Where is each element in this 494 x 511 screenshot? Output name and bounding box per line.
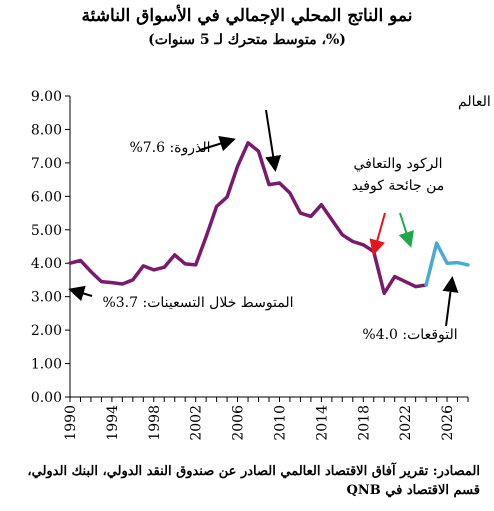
historical-point bbox=[288, 191, 292, 195]
arrow-forecast bbox=[442, 276, 459, 327]
annotation-recovery-line1: الركود والتعافي bbox=[354, 156, 443, 172]
historical-point bbox=[173, 253, 176, 257]
source-line-2: قسم الاقتصاد في QNB bbox=[346, 483, 480, 498]
y-tick-label: 7.00 bbox=[31, 156, 62, 172]
historical-point bbox=[89, 270, 93, 273]
historical-point bbox=[142, 264, 145, 268]
y-tick-label: 9.00 bbox=[31, 89, 62, 105]
x-tick-label: 2002 bbox=[189, 405, 205, 441]
historical-point bbox=[278, 181, 281, 185]
y-tick-label: 5.00 bbox=[31, 223, 62, 239]
arrow-average bbox=[68, 285, 93, 302]
forecast-point bbox=[424, 283, 428, 287]
annotation-china: 2010: الصين تصبح ثاني أكبر اقتصاد في الع… bbox=[458, 91, 494, 110]
y-tick-label: 8.00 bbox=[31, 122, 62, 138]
historical-point bbox=[194, 263, 197, 267]
historical-point bbox=[341, 233, 344, 236]
historical-point bbox=[225, 195, 229, 199]
arrow-covid-red bbox=[369, 212, 386, 256]
historical-point bbox=[362, 243, 365, 247]
historical-point bbox=[414, 285, 417, 288]
historical-point bbox=[299, 211, 302, 215]
historical-point bbox=[267, 183, 271, 186]
historical-point bbox=[110, 281, 114, 284]
x-tick-label: 1990 bbox=[63, 405, 79, 441]
x-tick-label: 1998 bbox=[147, 405, 163, 441]
arrow-peak bbox=[199, 135, 236, 152]
chart-subtitle: (%، متوسط متحرك لـ 5 سنوات) bbox=[148, 32, 346, 48]
forecast-point bbox=[456, 261, 459, 264]
arrow-china bbox=[265, 109, 282, 172]
source-line-1: المصادر: تقرير آفاق الاقتصاد العالمي الص… bbox=[27, 464, 480, 479]
historical-point bbox=[351, 240, 354, 243]
x-tick-label: 2006 bbox=[231, 405, 247, 441]
historical-point bbox=[204, 235, 208, 238]
historical-point bbox=[100, 280, 103, 283]
y-tick-label: 3.00 bbox=[31, 290, 62, 306]
historical-point bbox=[184, 262, 187, 266]
historical-point bbox=[236, 165, 239, 168]
annotation-recovery-line2: من جائحة كوفيد bbox=[352, 178, 445, 194]
historical-point bbox=[393, 275, 396, 278]
annotation-peak: الذروة: 7.6% bbox=[129, 140, 210, 156]
historical-point bbox=[131, 278, 135, 282]
y-tick-label: 0.00 bbox=[31, 390, 62, 406]
historical-point bbox=[246, 141, 250, 145]
y-tick-label: 6.00 bbox=[31, 189, 62, 205]
historical-point bbox=[330, 218, 334, 221]
source-note: المصادر: تقرير آفاق الاقتصاد العالمي الص… bbox=[10, 462, 480, 500]
historical-point bbox=[383, 292, 386, 295]
arrow-covid-green bbox=[398, 212, 414, 248]
historical-point bbox=[215, 205, 218, 208]
historical-point bbox=[121, 282, 124, 286]
historical-point bbox=[320, 203, 323, 206]
annotation-average: المتوسط خلال التسعينات: 3.7% bbox=[102, 295, 293, 311]
y-tick-label: 1.00 bbox=[31, 357, 62, 373]
y-tick-label: 2.00 bbox=[31, 323, 62, 339]
x-tick-label: 2018 bbox=[356, 405, 372, 441]
historical-point bbox=[79, 259, 82, 262]
annotation-forecast: التوقعات: 4.0% bbox=[362, 327, 457, 343]
x-tick-label: 2026 bbox=[440, 405, 456, 441]
forecast-point bbox=[466, 263, 470, 267]
historical-point bbox=[68, 262, 72, 265]
forecast-point bbox=[435, 241, 438, 245]
x-tick-label: 2022 bbox=[398, 405, 414, 441]
forecast-point bbox=[445, 262, 449, 265]
historical-point bbox=[257, 149, 260, 153]
historical-point bbox=[309, 215, 313, 218]
historical-point bbox=[163, 266, 166, 269]
historical-point bbox=[152, 268, 155, 272]
historical-point bbox=[403, 280, 407, 283]
x-tick-label: 2014 bbox=[314, 405, 330, 441]
y-tick-label: 4.00 bbox=[31, 256, 62, 272]
chart-title: نمو الناتج المحلي الإجمالي في الأسواق ال… bbox=[81, 6, 413, 26]
x-tick-label: 1994 bbox=[105, 405, 121, 441]
x-tick-label: 2010 bbox=[272, 405, 288, 441]
